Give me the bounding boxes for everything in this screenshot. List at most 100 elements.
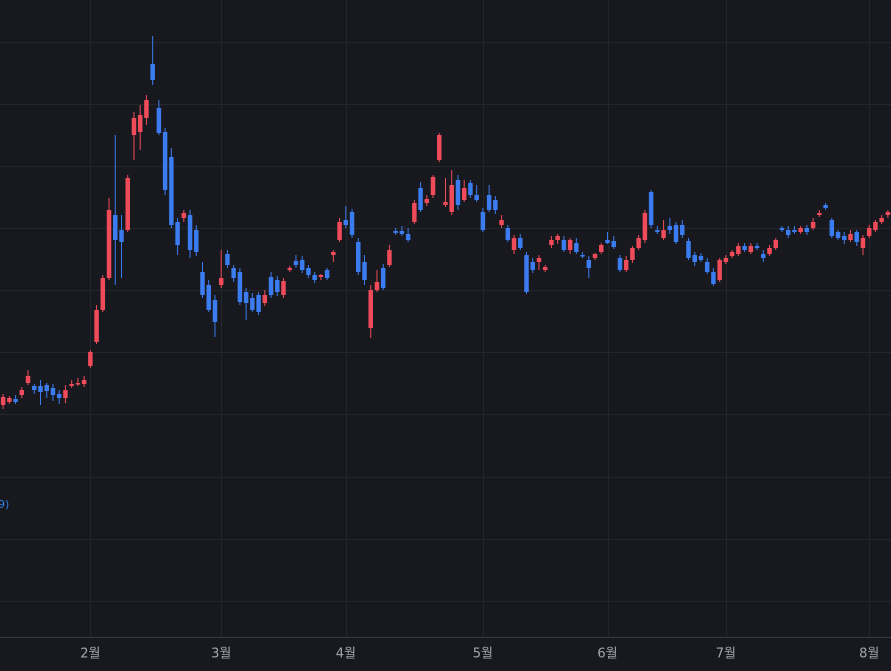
x-axis: 2월 3월 4월 5월 6월 7월 8월 [80, 647, 879, 662]
indicator-label: 9) [0, 498, 9, 511]
candle-body [437, 135, 442, 160]
candle-body [356, 242, 361, 272]
candle-body [256, 295, 261, 312]
candle-body [817, 213, 822, 215]
candle-body [299, 260, 305, 270]
candle-body [574, 243, 579, 252]
candle-body [866, 228, 872, 236]
candle-body [499, 220, 504, 225]
candle-body [779, 228, 785, 230]
candle-body [81, 380, 87, 384]
candle-body [611, 241, 616, 247]
candle-body [287, 268, 292, 270]
candle-body [567, 240, 573, 250]
candle-body [524, 255, 529, 292]
candle-body [592, 254, 598, 258]
candle-body [493, 200, 498, 210]
candle-body [748, 246, 754, 252]
candle-body [586, 260, 592, 268]
candle-body [362, 262, 367, 280]
candle-body [19, 390, 25, 395]
x-tick-label: 3월 [211, 647, 231, 662]
candle-body [100, 278, 106, 310]
candle-body [742, 246, 747, 250]
candle-body [455, 180, 461, 205]
candle-body [318, 275, 324, 277]
candle-body [599, 245, 604, 252]
candle-body [7, 398, 12, 402]
candle-body [711, 272, 716, 284]
candle-body [449, 185, 454, 212]
candle-body [119, 230, 124, 242]
candle-body [368, 290, 373, 328]
candle-body [723, 258, 729, 262]
candle-body [387, 250, 392, 265]
candle-body [281, 281, 286, 295]
candle-body [729, 252, 735, 256]
candle-body [275, 280, 280, 292]
candle-body [125, 178, 130, 230]
candle-body [63, 390, 68, 398]
candle-body [667, 226, 673, 230]
x-tick-label: 7월 [716, 647, 736, 662]
candle-body [324, 270, 330, 278]
candle-body [343, 220, 349, 225]
candle-body [312, 275, 317, 280]
candle-body [767, 248, 772, 254]
x-tick-label: 4월 [336, 647, 356, 662]
candle-body [156, 108, 162, 133]
candle-body [412, 203, 417, 222]
candle-body [605, 240, 610, 243]
candle-body [25, 376, 31, 383]
candle-body [88, 352, 93, 366]
candle-body [113, 215, 118, 240]
candle-body [430, 177, 436, 195]
candle-body [474, 195, 479, 200]
candle-body [680, 225, 685, 235]
candle-body [511, 238, 517, 250]
candle-body [38, 386, 43, 392]
candle-body [829, 220, 835, 236]
candle-body [842, 236, 847, 240]
candle-body [212, 300, 218, 322]
candle-body [785, 230, 791, 235]
candle-body [237, 272, 243, 302]
candle-body [636, 238, 641, 248]
candle-body [630, 248, 635, 260]
x-tick-label: 6월 [597, 647, 617, 662]
candles [0, 36, 891, 409]
candle-body [885, 212, 891, 215]
candle-body [486, 195, 492, 210]
candle-body [686, 241, 691, 258]
candle-body [823, 205, 828, 208]
candle-body [617, 258, 623, 270]
candle-body [250, 298, 255, 310]
candle-body [673, 225, 679, 242]
candle-body [50, 388, 56, 395]
candle-body [655, 230, 660, 232]
candle-body [443, 202, 448, 205]
candle-body [175, 222, 180, 245]
candle-body [187, 215, 193, 250]
candle-body [268, 277, 274, 295]
candle-body [380, 268, 386, 288]
candle-body [642, 213, 648, 240]
candle-body [873, 222, 878, 230]
candle-body [692, 255, 697, 262]
x-tick-label: 5월 [473, 647, 493, 662]
x-tick-label: 2월 [80, 647, 100, 662]
candle-body [137, 115, 143, 132]
candle-body [698, 256, 704, 260]
candle-body [405, 234, 411, 240]
candle-body [773, 240, 778, 248]
candle-body [225, 254, 230, 265]
candle-body [262, 295, 268, 303]
candle-body [131, 118, 137, 135]
candle-body [144, 100, 149, 118]
candle-body [162, 132, 168, 190]
candle-body [306, 268, 311, 275]
candle-body [792, 230, 797, 232]
